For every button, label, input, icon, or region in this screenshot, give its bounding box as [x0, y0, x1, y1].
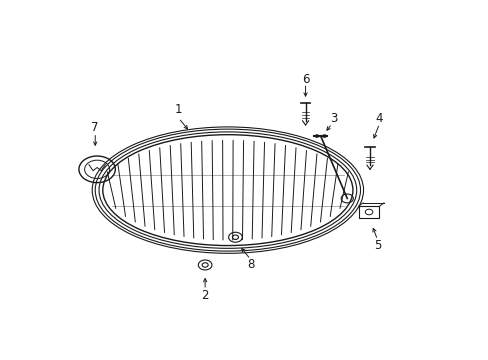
Text: 4: 4 [375, 112, 383, 125]
Text: 1: 1 [175, 103, 182, 116]
Text: 7: 7 [91, 121, 99, 134]
Text: 5: 5 [373, 239, 381, 252]
Text: 8: 8 [246, 258, 254, 271]
Bar [358, 206, 379, 218]
Text: 2: 2 [201, 289, 208, 302]
Text: 3: 3 [329, 112, 337, 125]
Text: 6: 6 [301, 73, 309, 86]
